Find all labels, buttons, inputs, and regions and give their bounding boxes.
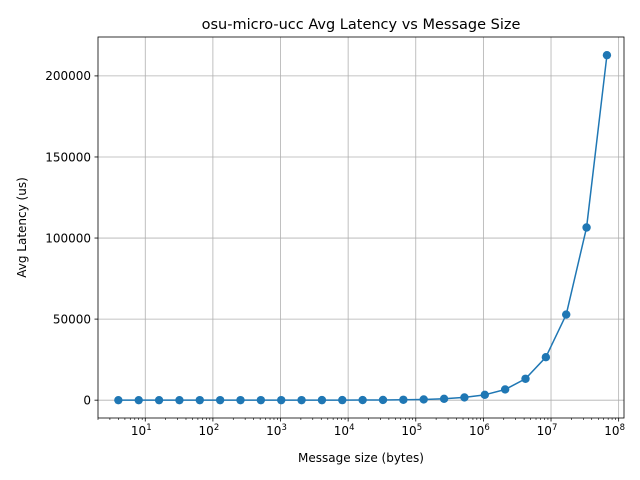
data-point — [338, 395, 347, 405]
data-point — [439, 394, 449, 403]
y-axis-ticks: 0 50000 100000 150000 200000 — [45, 69, 98, 407]
y-tick-label: 0 — [83, 393, 91, 407]
x-tick-label: 102 — [199, 423, 220, 438]
data-point — [236, 395, 245, 405]
data-point — [114, 395, 123, 405]
data-point — [358, 395, 367, 405]
x-tick-label: 105 — [401, 423, 422, 438]
data-point — [602, 50, 612, 60]
data-point — [297, 395, 306, 405]
data-point — [134, 395, 143, 405]
x-tick-label: 106 — [469, 423, 490, 438]
data-point — [480, 390, 489, 400]
data-point — [419, 395, 428, 404]
y-tick-label: 50000 — [53, 312, 91, 326]
data-point — [215, 395, 225, 405]
data-point — [195, 395, 204, 405]
y-tick-label: 150000 — [45, 150, 91, 164]
data-point — [175, 395, 184, 405]
data-point — [399, 395, 408, 404]
data-point — [460, 393, 469, 402]
data-point — [378, 395, 388, 405]
x-tick-label: 103 — [266, 423, 287, 438]
data-point — [277, 395, 286, 405]
data-point — [317, 395, 327, 405]
grid-lines — [98, 37, 624, 418]
data-point — [541, 353, 551, 362]
x-axis-label: Message size (bytes) — [298, 451, 424, 465]
plot-frame — [97, 36, 625, 419]
data-point — [521, 374, 530, 383]
data-point — [582, 223, 591, 232]
data-point — [154, 395, 164, 405]
series-markers — [114, 50, 612, 405]
chart-title: osu-micro-ucc Avg Latency vs Message Siz… — [202, 17, 521, 33]
data-point — [500, 385, 510, 394]
plot-area — [98, 37, 624, 418]
y-axis-label: Avg Latency (us) — [15, 177, 29, 278]
x-axis-ticks: 101 102 103 104 105 106 107 108 — [97, 418, 625, 438]
x-tick-label: 101 — [131, 423, 152, 438]
x-tick-label: 108 — [604, 423, 625, 438]
data-point — [562, 310, 571, 319]
data-point — [256, 395, 266, 405]
x-tick-label: 104 — [334, 423, 355, 438]
y-tick-label: 200000 — [45, 69, 91, 83]
y-tick-label: 100000 — [45, 231, 91, 245]
x-tick-label: 107 — [537, 423, 558, 438]
